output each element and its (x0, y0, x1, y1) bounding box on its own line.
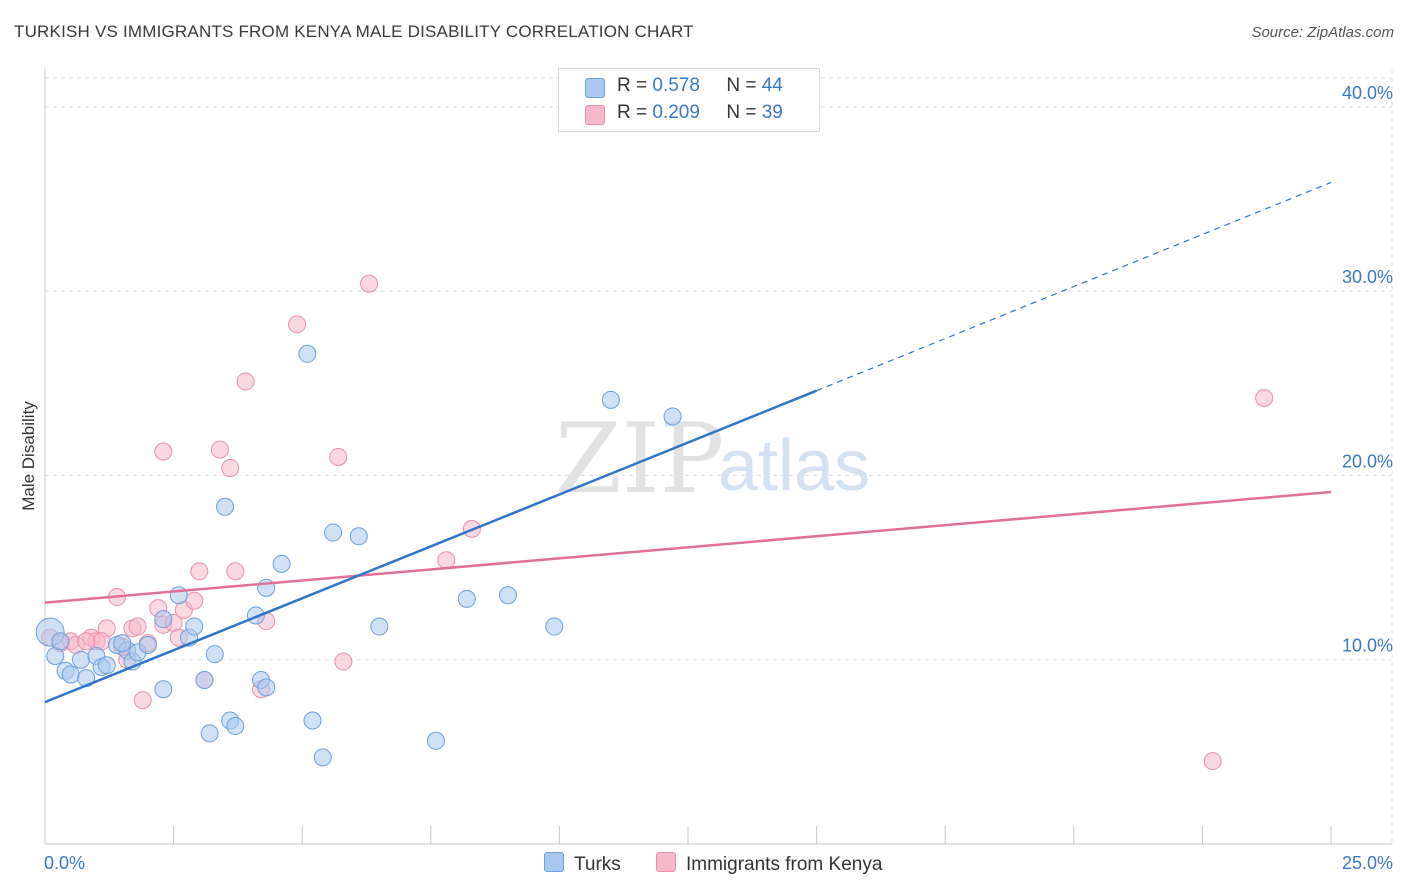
turks-point (195, 670, 214, 689)
turks-point (272, 554, 291, 573)
turks-point (601, 390, 620, 409)
tick-labels: 10.0% 20.0% 30.0% 40.0% 0.0% 25.0% (44, 83, 1393, 873)
source-label: Source: ZipAtlas.com (1251, 24, 1394, 41)
correlation-legend: R = 0.578 N = 44 R = 0.209 N = 39 (558, 68, 820, 132)
turks-point (61, 665, 80, 684)
kenya-trend-line (44, 490, 1332, 604)
kenya-point (210, 440, 229, 459)
y-tick-label: 40.0% (1342, 83, 1393, 103)
turks-point (313, 748, 332, 767)
kenya-point (154, 442, 173, 461)
legend-swatch-kenya (585, 105, 605, 125)
kenya-point (133, 691, 152, 710)
turks-trend-extension (816, 181, 1332, 392)
turks-point (426, 731, 445, 750)
kenya-point (329, 448, 348, 466)
legend-r-value-turks: 0.578 (652, 75, 700, 96)
turks-point (72, 650, 91, 669)
y-tick-label: 30.0% (1342, 267, 1393, 287)
turks-point (324, 523, 343, 542)
bottom-legend-label-kenya: Immigrants from Kenya (686, 854, 883, 875)
kenya-point (128, 617, 147, 636)
turks-point (349, 527, 368, 546)
turks-point (663, 407, 682, 426)
turks-point (51, 632, 70, 651)
turks-point (370, 617, 389, 636)
legend-text-turks: R = 0.578 N = 44 (617, 75, 783, 97)
legend-n-label: N = (726, 75, 757, 96)
kenya-point (226, 562, 245, 581)
kenya-point (360, 274, 379, 293)
watermark-zip: ZIP (555, 403, 724, 515)
turks-point (154, 680, 173, 699)
legend-text-kenya: R = 0.209 N = 39 (617, 102, 783, 124)
chart-title: TURKISH VS IMMIGRANTS FROM KENYA MALE DI… (14, 22, 694, 41)
bottom-legend-swatch-kenya (656, 852, 676, 872)
kenya-point (221, 459, 240, 478)
turks-point (457, 589, 476, 608)
kenya-points (41, 274, 1274, 771)
watermark-atlas: atlas (718, 426, 870, 506)
y-tick-label: 10.0% (1342, 636, 1393, 656)
bottom-legend-kenya: Immigrants from Kenya (656, 852, 882, 876)
legend-r-label: R = (617, 102, 648, 123)
turks-point (138, 635, 157, 654)
turks-point (298, 344, 317, 363)
turks-point (498, 586, 517, 605)
bottom-legend-turks: Turks (544, 852, 621, 876)
grid-layer (45, 70, 1393, 844)
bottom-legend-swatch-turks (544, 852, 564, 872)
kenya-point (1255, 389, 1274, 408)
kenya-point (334, 652, 353, 671)
kenya-point (77, 632, 96, 651)
kenya-point (288, 315, 307, 334)
x-tick-label: 0.0% (44, 853, 85, 873)
legend-swatch-turks (585, 78, 605, 98)
axis-layer (44, 68, 1392, 845)
turks-points (35, 344, 682, 767)
turks-point (545, 617, 564, 636)
turks-point (216, 497, 235, 516)
turks-point (185, 617, 204, 636)
kenya-point (437, 551, 456, 570)
turks-point (169, 586, 188, 605)
legend-n-label: N = (726, 102, 757, 123)
turks-point (200, 724, 219, 743)
y-axis-label: Male Disability (19, 401, 38, 511)
turks-point (303, 711, 322, 730)
legend-r-label: R = (617, 75, 648, 96)
turks-trend-line (44, 389, 818, 704)
turks-point (226, 717, 245, 736)
legend-r-value-kenya: 0.209 (652, 102, 700, 123)
kenya-point (185, 591, 204, 610)
legend-n-value-turks: 44 (761, 75, 783, 96)
watermark: ZIP atlas (555, 403, 870, 515)
bottom-legend-label-turks: Turks (574, 854, 621, 875)
kenya-point (190, 562, 209, 581)
legend-n-value-kenya: 39 (761, 102, 783, 123)
turks-point (97, 656, 116, 675)
turks-point (113, 634, 132, 653)
turks-point (257, 678, 276, 697)
y-tick-label: 20.0% (1342, 451, 1393, 471)
turks-point (154, 610, 173, 629)
x-tick-label: 25.0% (1342, 853, 1393, 873)
kenya-point (236, 372, 255, 391)
turks-point (205, 645, 224, 664)
kenya-point (1203, 752, 1222, 771)
trend-lines (44, 181, 1332, 704)
